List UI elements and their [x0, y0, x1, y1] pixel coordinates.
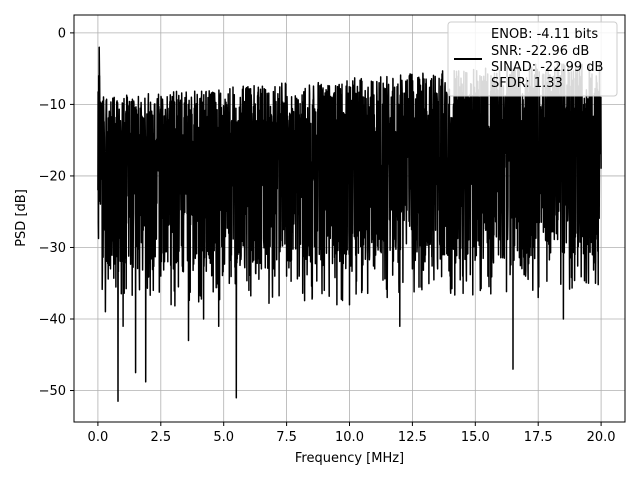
legend-sfdr: SFDR: 1.33	[491, 76, 563, 91]
x-tick-label: 7.5	[276, 430, 297, 445]
legend-enob: ENOB: -4.11 bits	[491, 27, 598, 42]
x-tick-label: 5.0	[213, 430, 234, 445]
x-tick-label: 15.0	[461, 430, 490, 445]
psd-trace	[97, 46, 602, 403]
x-tick-label: 10.0	[335, 430, 364, 445]
y-axis-ticks: 0 −10 −20 −30 −40 −50	[39, 26, 74, 399]
x-axis-ticks: 0.0 2.5 5.0 7.5 10.0 12.5 15.0 17.5 20.0	[88, 422, 616, 445]
legend-box	[447, 21, 618, 97]
y-tick-label: 0	[58, 26, 66, 41]
x-tick-label: 12.5	[398, 430, 427, 445]
y-tick-label: −30	[39, 241, 66, 256]
y-tick-label: −20	[39, 169, 66, 184]
x-tick-label: 20.0	[587, 430, 616, 445]
x-axis-label: Frequency [MHz]	[295, 451, 404, 466]
x-tick-label: 17.5	[524, 430, 553, 445]
y-tick-label: −50	[39, 384, 66, 399]
x-tick-label: 0.0	[88, 430, 109, 445]
legend: ENOB: -4.11 bits SNR: -22.96 dB SINAD: -…	[447, 21, 618, 97]
y-axis-label: PSD [dB]	[14, 189, 29, 247]
legend-sinad: SINAD: -22.99 dB	[491, 60, 603, 75]
legend-snr: SNR: -22.96 dB	[491, 44, 589, 59]
y-tick-label: −40	[39, 312, 66, 327]
psd-series-line	[97, 46, 602, 403]
y-tick-label: −10	[39, 98, 66, 113]
x-tick-label: 2.5	[150, 430, 171, 445]
